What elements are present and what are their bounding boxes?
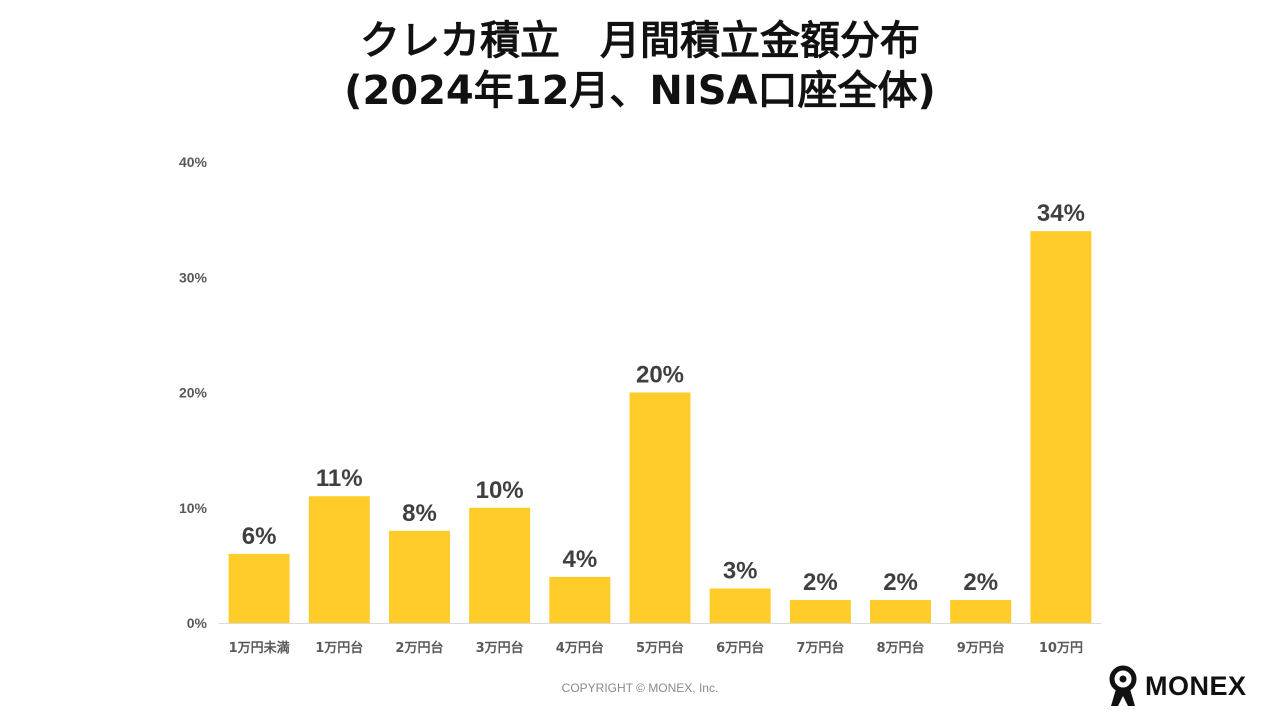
bar bbox=[870, 599, 932, 623]
bar-value-label: 34% bbox=[1037, 200, 1085, 227]
bar-value-label: 2% bbox=[803, 569, 838, 596]
y-axis: 0% 10% 20% 30% 40% bbox=[179, 154, 208, 631]
x-axis: 1万円未満 1万円台 2万円台 3万円台 4万円台 5万円台 6万円台 7万円台 8万円台 9万円… bbox=[219, 623, 1101, 656]
bar bbox=[549, 576, 611, 623]
y-tick-label: 30% bbox=[179, 269, 208, 285]
x-tick-label: 2万円台 bbox=[395, 640, 443, 656]
x-tick-label: 3万円台 bbox=[476, 640, 524, 656]
bar bbox=[228, 553, 290, 623]
bar-value-label: 2% bbox=[883, 569, 918, 596]
x-tick-label: 8万円台 bbox=[877, 640, 925, 656]
bar bbox=[1030, 231, 1092, 623]
bar bbox=[308, 496, 370, 623]
y-tick-label: 10% bbox=[179, 500, 208, 516]
logo-text: MONEX bbox=[1145, 670, 1247, 701]
x-tick-label: 9万円台 bbox=[957, 640, 1005, 656]
bar-value-label: 3% bbox=[723, 557, 758, 584]
bar-value-label: 4% bbox=[562, 546, 597, 573]
bars-group bbox=[228, 231, 1092, 623]
x-tick-label: 6万円台 bbox=[716, 640, 764, 656]
bar bbox=[789, 599, 851, 623]
monex-logo: MONEX bbox=[1106, 664, 1247, 708]
bar-value-label: 11% bbox=[316, 465, 363, 492]
x-tick-label: 1万円未満 bbox=[229, 640, 290, 656]
copyright-text: COPYRIGHT © MONEX, Inc. bbox=[561, 681, 719, 695]
x-tick-label: 4万円台 bbox=[556, 640, 604, 656]
bar-value-label: 10% bbox=[476, 477, 524, 504]
bar-value-label: 20% bbox=[636, 362, 684, 389]
bar bbox=[469, 507, 531, 623]
bar bbox=[709, 588, 771, 623]
x-tick-label: 1万円台 bbox=[315, 640, 363, 656]
bar bbox=[950, 599, 1012, 623]
chart-title-line-1: クレカ積立 月間積立金額分布 bbox=[360, 18, 920, 64]
bar-value-label: 8% bbox=[402, 500, 437, 527]
monex-mascot-icon bbox=[1109, 665, 1137, 706]
bar-value-label: 2% bbox=[963, 569, 998, 596]
y-tick-label: 40% bbox=[179, 154, 208, 170]
chart-title-line-2: (2024年12月、NISA口座全体) bbox=[344, 68, 936, 114]
y-tick-label: 20% bbox=[179, 385, 208, 401]
bar bbox=[629, 392, 691, 623]
value-labels-group: 6% 11% 8% 10% 4% 20% 3% 2% 2% 2% 34% bbox=[242, 200, 1085, 596]
bar bbox=[388, 530, 450, 623]
y-tick-label: 0% bbox=[187, 615, 208, 631]
bar-value-label: 6% bbox=[242, 523, 277, 550]
x-tick-label: 5万円台 bbox=[636, 640, 684, 656]
x-tick-label: 7万円台 bbox=[796, 640, 844, 656]
chart-title: クレカ積立 月間積立金額分布 (2024年12月、NISA口座全体) bbox=[0, 16, 1280, 116]
x-tick-label: 10万円 bbox=[1039, 641, 1083, 656]
